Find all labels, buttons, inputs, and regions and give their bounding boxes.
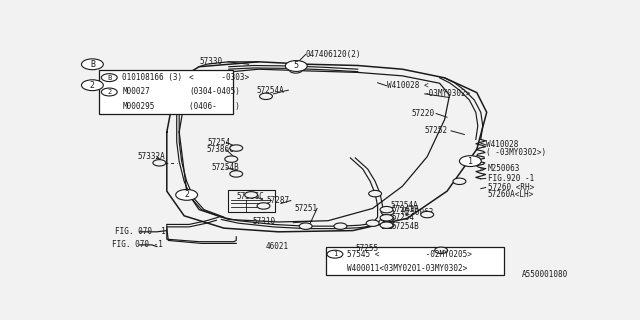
Circle shape: [81, 59, 103, 70]
Circle shape: [176, 189, 198, 200]
Text: 57386C: 57386C: [236, 192, 264, 201]
Text: 57255: 57255: [355, 244, 378, 253]
Text: ( -03MY0302>): ( -03MY0302>): [486, 148, 546, 157]
Text: 46021: 46021: [266, 242, 289, 251]
Text: 57254: 57254: [392, 213, 415, 222]
Text: (0304-0405): (0304-0405): [189, 87, 240, 97]
Circle shape: [381, 216, 394, 222]
Circle shape: [289, 63, 302, 69]
Circle shape: [380, 215, 393, 221]
Circle shape: [381, 209, 394, 215]
Text: 57260A<LH>: 57260A<LH>: [488, 190, 534, 199]
Text: 57287: 57287: [266, 196, 289, 205]
Circle shape: [101, 88, 117, 96]
Text: 2: 2: [90, 81, 95, 90]
Circle shape: [380, 222, 393, 228]
Text: 57252: 57252: [425, 126, 448, 135]
Text: <      -0303>: < -0303>: [189, 73, 249, 82]
Circle shape: [334, 223, 347, 229]
Text: 5: 5: [294, 61, 299, 70]
Circle shape: [81, 80, 103, 91]
Text: FIG. 070 -1: FIG. 070 -1: [115, 227, 166, 236]
Circle shape: [366, 220, 379, 227]
FancyBboxPatch shape: [381, 223, 392, 228]
Circle shape: [381, 222, 394, 228]
Text: W400011<03MY0201-03MY0302>: W400011<03MY0201-03MY0302>: [347, 264, 467, 273]
Circle shape: [468, 157, 481, 164]
Text: 57545 <          -02MY0205>: 57545 < -02MY0205>: [347, 250, 472, 259]
Circle shape: [420, 212, 434, 218]
Circle shape: [260, 93, 273, 100]
Circle shape: [327, 250, 343, 258]
Circle shape: [460, 156, 481, 166]
Text: A550001080: A550001080: [522, 270, 568, 279]
Circle shape: [289, 67, 302, 73]
Text: W410028: W410028: [486, 140, 518, 149]
Text: 57254B: 57254B: [211, 163, 239, 172]
Text: B: B: [90, 60, 95, 69]
Circle shape: [225, 156, 237, 162]
Circle shape: [230, 171, 243, 177]
Text: 2: 2: [107, 89, 111, 95]
Circle shape: [153, 160, 166, 166]
Text: 57254: 57254: [208, 138, 231, 147]
Text: FIG.920 -1: FIG.920 -1: [488, 174, 534, 183]
Text: 57243B: 57243B: [392, 205, 419, 214]
Text: -03MY0302>: -03MY0302>: [425, 89, 471, 98]
Text: 1: 1: [333, 251, 337, 257]
Text: 2: 2: [184, 190, 189, 199]
Text: M000295: M000295: [122, 102, 154, 111]
Text: 57254B: 57254B: [392, 222, 419, 231]
Text: M00027: M00027: [122, 87, 150, 97]
Circle shape: [369, 190, 381, 197]
Text: 1: 1: [468, 156, 473, 166]
Text: 57386C: 57386C: [207, 145, 235, 154]
Circle shape: [285, 60, 307, 71]
FancyBboxPatch shape: [381, 215, 392, 220]
FancyBboxPatch shape: [99, 70, 233, 114]
Circle shape: [435, 247, 447, 253]
Circle shape: [380, 206, 393, 213]
Text: B: B: [107, 75, 111, 81]
Circle shape: [230, 145, 243, 151]
Text: 047406120(2): 047406120(2): [306, 50, 361, 59]
Circle shape: [453, 178, 466, 185]
Text: 57260 <RH>: 57260 <RH>: [488, 183, 534, 192]
Text: (0406-    ): (0406- ): [189, 102, 240, 111]
Text: 57254A: 57254A: [390, 201, 418, 210]
Text: FIG. 070 -1: FIG. 070 -1: [112, 240, 163, 249]
Text: 57251: 57251: [294, 204, 317, 213]
Circle shape: [257, 203, 270, 209]
Text: M250063: M250063: [488, 164, 520, 173]
Circle shape: [244, 192, 257, 198]
Text: 57330: 57330: [200, 57, 223, 66]
Text: 57254A: 57254A: [256, 86, 284, 95]
FancyBboxPatch shape: [228, 190, 275, 212]
Text: M250063: M250063: [401, 208, 434, 217]
Text: 57332A: 57332A: [137, 152, 164, 161]
Text: 57220: 57220: [412, 109, 435, 118]
Text: 57310: 57310: [253, 217, 276, 226]
FancyBboxPatch shape: [326, 247, 504, 276]
Text: W410028 <: W410028 <: [387, 81, 428, 90]
Circle shape: [101, 74, 117, 82]
Text: 010108166 (3): 010108166 (3): [122, 73, 182, 82]
FancyBboxPatch shape: [381, 207, 392, 212]
Circle shape: [300, 223, 312, 229]
